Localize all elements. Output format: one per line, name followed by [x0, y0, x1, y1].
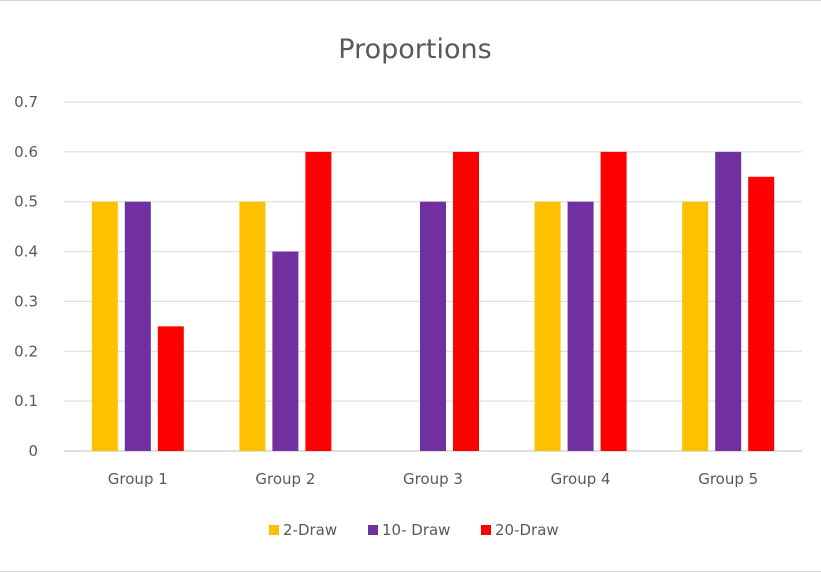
bar-1-1	[91, 201, 118, 451]
bar-4-1	[534, 201, 561, 451]
x-tick-label: Group 3	[403, 470, 463, 488]
bar-1-2	[124, 201, 151, 451]
x-axis-tick-labels: Group 1 Group 2 Group 3 Group 4 Group 5	[108, 470, 758, 488]
bar-3-2	[420, 201, 446, 451]
x-tick-label: Group 5	[698, 470, 758, 488]
y-tick-label: 0.3	[14, 292, 38, 310]
bar-4-2	[567, 201, 594, 451]
legend: 2-Draw 10- Draw 20-Draw	[269, 521, 559, 539]
legend-label-1: 2-Draw	[283, 521, 337, 539]
bar-3-3	[453, 151, 479, 451]
legend-swatch-3	[481, 525, 491, 535]
y-tick-label: 0.2	[14, 342, 38, 360]
legend-swatch-2	[368, 525, 378, 535]
y-tick-label: 0.5	[14, 193, 38, 211]
legend-label-2: 10- Draw	[382, 521, 450, 539]
bar-2-3	[305, 151, 332, 451]
y-tick-label: 0.7	[14, 93, 38, 111]
legend-label-3: 20-Draw	[495, 521, 559, 539]
bars	[91, 151, 775, 452]
y-tick-label: 0.6	[14, 143, 38, 161]
legend-swatch-1	[269, 525, 279, 535]
x-tick-label: Group 4	[551, 470, 611, 488]
bar-2-1	[239, 201, 266, 451]
y-tick-label: 0.4	[14, 243, 38, 261]
bar-5-2	[715, 151, 742, 451]
bar-5-3	[748, 176, 775, 452]
y-tick-label: 0.1	[14, 392, 38, 410]
bar-2-2	[272, 251, 299, 451]
bar-1-3	[157, 326, 184, 451]
bar-4-3	[600, 151, 627, 451]
chart-title: Proportions	[338, 34, 491, 65]
y-axis-tick-labels: 0 0.1 0.2 0.3 0.4 0.5 0.6 0.7	[14, 93, 38, 460]
x-tick-label: Group 1	[108, 470, 168, 488]
y-tick-label: 0	[28, 442, 38, 460]
x-tick-label: Group 2	[255, 470, 315, 488]
bar-5-1	[682, 201, 709, 451]
